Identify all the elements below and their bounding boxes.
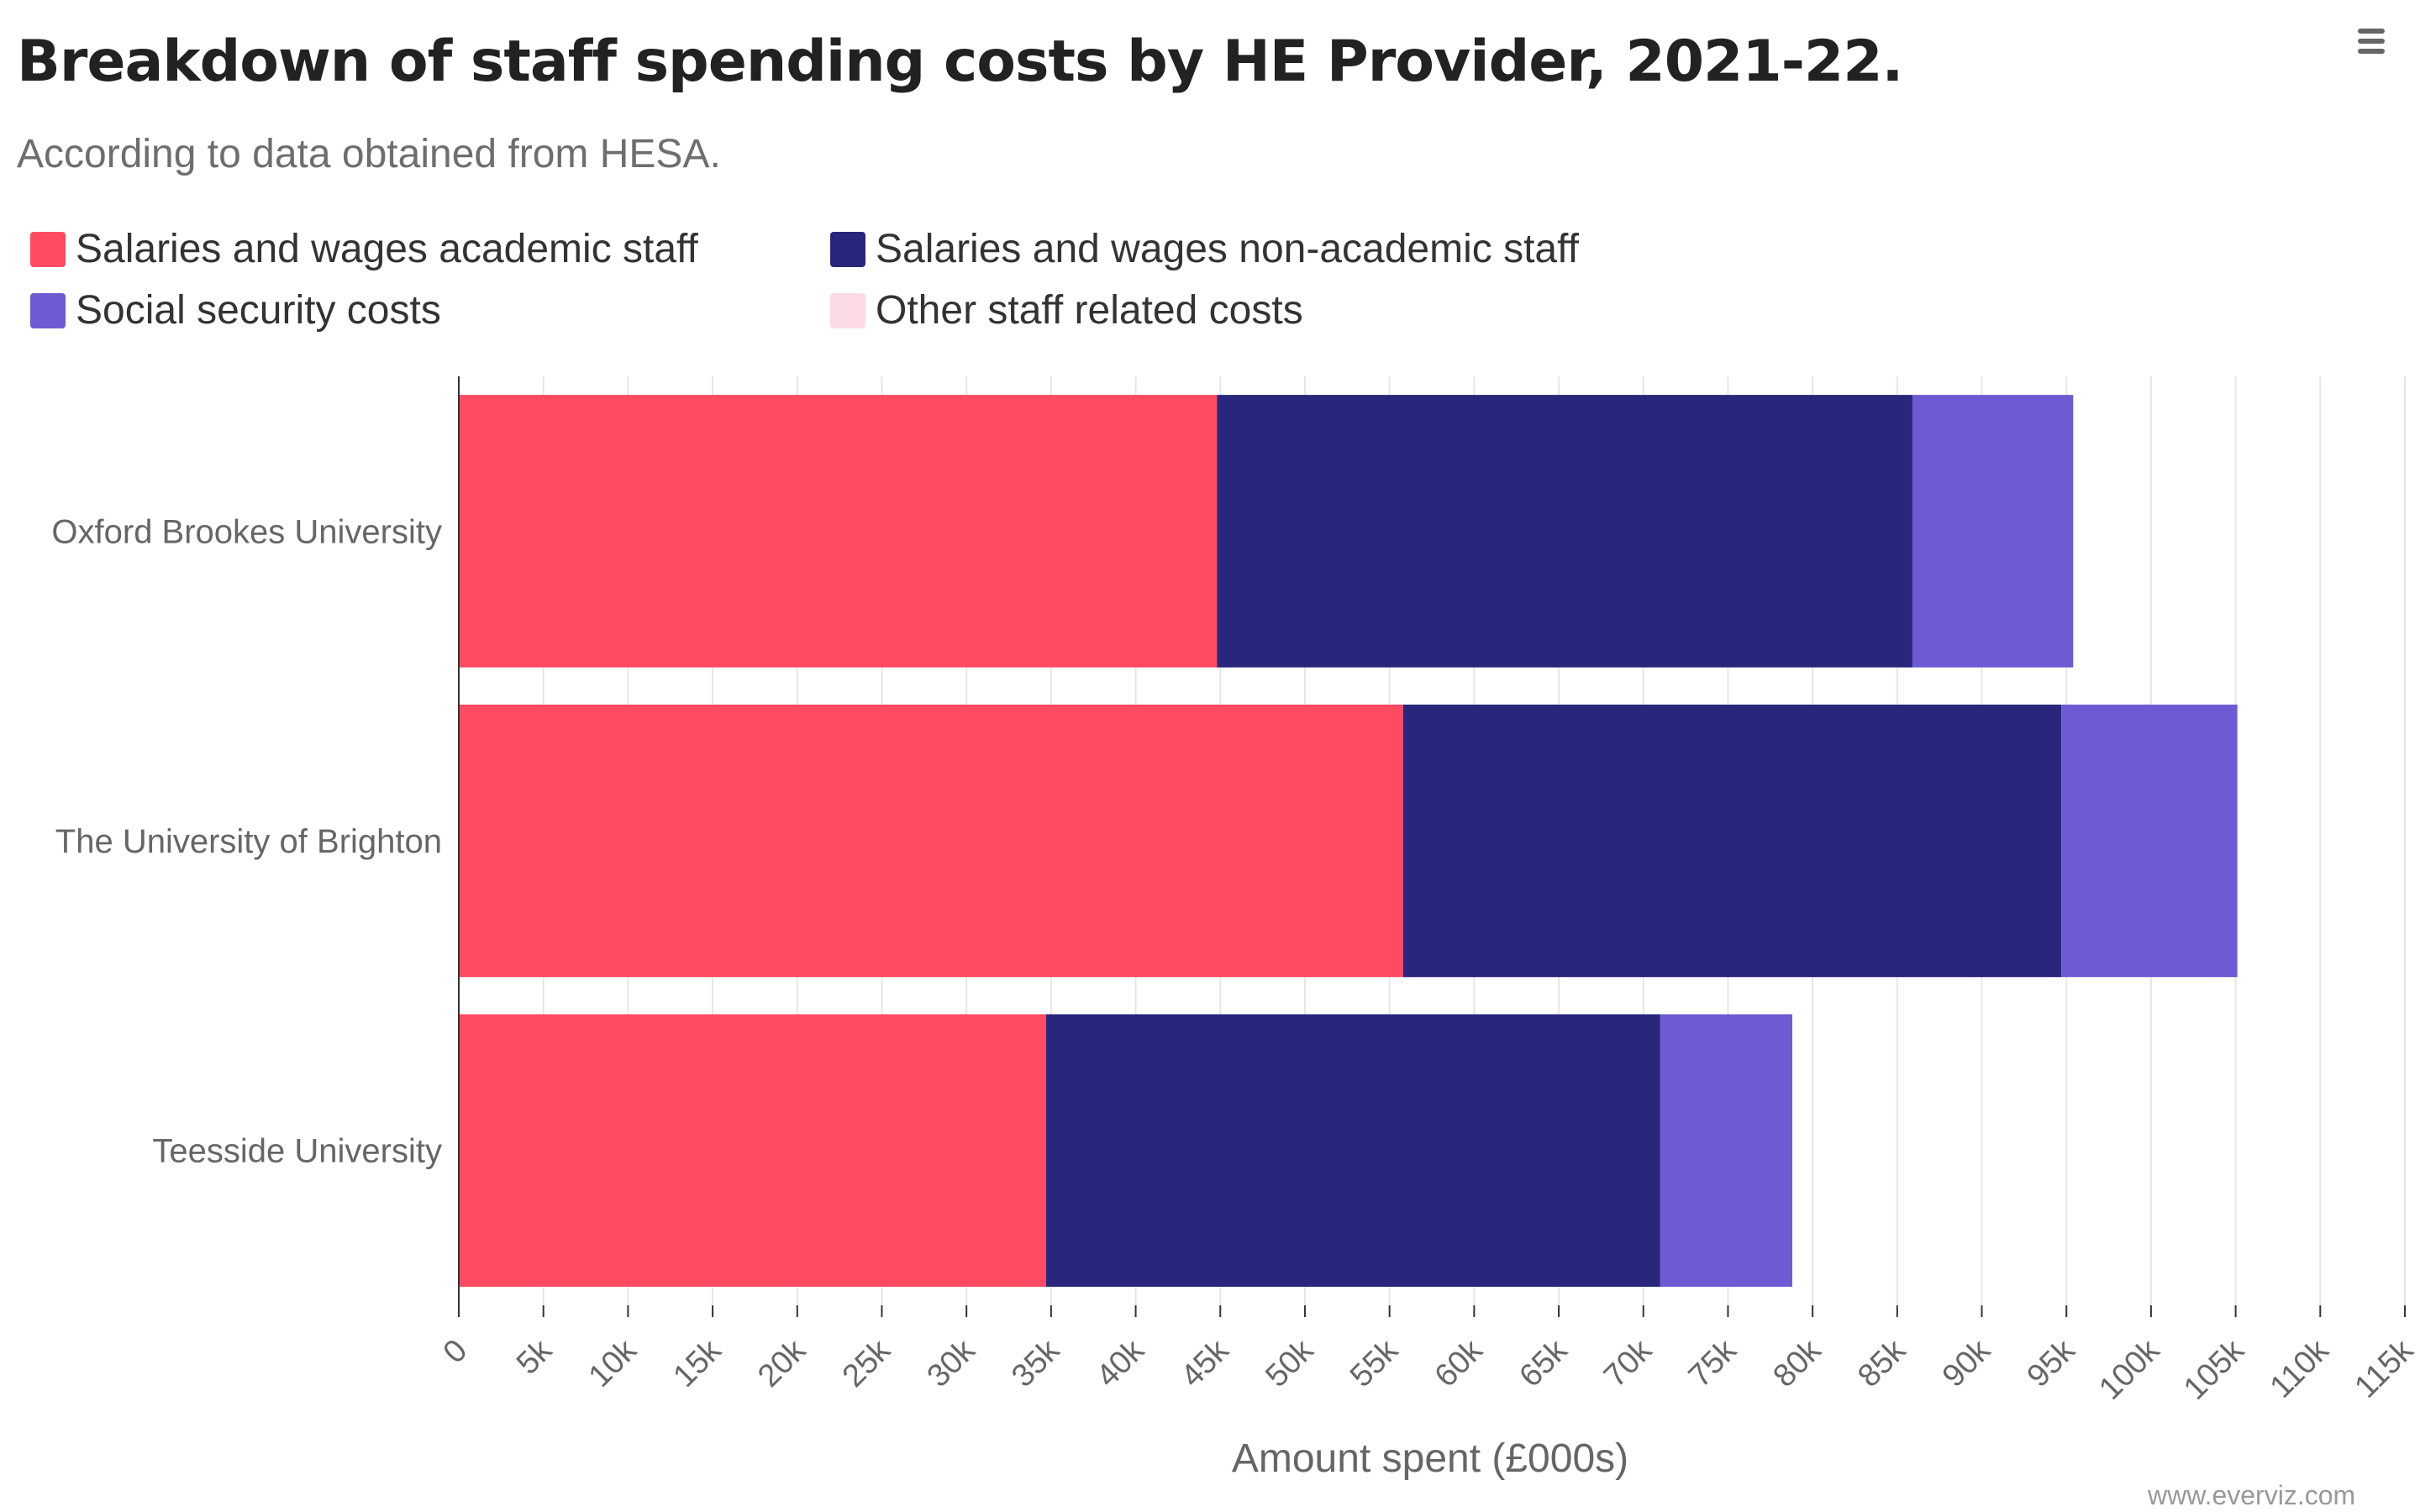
- legend-swatch: [830, 293, 865, 328]
- x-tick-label: 0: [437, 1333, 475, 1371]
- legend-label: Salaries and wages academic staff: [76, 227, 698, 271]
- legend-swatch: [830, 232, 865, 267]
- x-tick-label: 80k: [1766, 1332, 1828, 1394]
- bar-segment[interactable]: [459, 1014, 1046, 1287]
- legend-label: Social security costs: [76, 288, 441, 333]
- x-tick-label: 55k: [1344, 1332, 1406, 1394]
- x-tick-label: 50k: [1259, 1332, 1321, 1394]
- menu-line: [2358, 49, 2385, 54]
- legend-swatch: [30, 293, 66, 328]
- bar-segment[interactable]: [2061, 704, 2238, 978]
- x-tick-label: 5k: [510, 1332, 560, 1382]
- x-tick-label: 85k: [1851, 1332, 1913, 1394]
- x-tick-label: 70k: [1597, 1332, 1660, 1394]
- credit-link[interactable]: www.everviz.com: [2148, 1480, 2356, 1510]
- x-tick-label: 30k: [921, 1332, 983, 1394]
- menu-line: [2358, 29, 2385, 34]
- x-tick-label: 65k: [1512, 1332, 1575, 1394]
- y-category-label: Oxford Brookes University: [51, 513, 442, 550]
- x-axis-title: Amount spent (£000s): [1232, 1436, 1628, 1481]
- y-category-label: Teesside University: [152, 1133, 442, 1170]
- bar-segment[interactable]: [1217, 395, 1912, 668]
- x-tick-label: 10k: [582, 1332, 644, 1394]
- x-tick-label: 105k: [2177, 1332, 2252, 1407]
- x-tick-label: 15k: [666, 1332, 729, 1394]
- bar-segment[interactable]: [1045, 1014, 1660, 1287]
- x-tick-label: 25k: [836, 1332, 898, 1394]
- x-tick-label: 110k: [2264, 1332, 2337, 1405]
- bar-segment[interactable]: [459, 395, 1218, 668]
- bar-segment[interactable]: [1402, 704, 2062, 978]
- x-tick-label: 75k: [1682, 1332, 1744, 1394]
- x-tick-label: 100k: [2092, 1332, 2167, 1407]
- chart-subtitle: According to data obtained from HESA.: [17, 132, 721, 176]
- y-category-label: The University of Brighton: [55, 823, 442, 860]
- x-tick-label: 35k: [1005, 1332, 1067, 1394]
- x-tick-label: 95k: [2021, 1332, 2083, 1394]
- x-tick-label: 115k: [2348, 1332, 2420, 1405]
- x-tick-label: 45k: [1175, 1332, 1237, 1394]
- bars: [459, 395, 2238, 1287]
- legend-label: Salaries and wages non-academic staff: [876, 227, 1579, 271]
- bar-segment[interactable]: [1660, 1014, 1792, 1287]
- x-tick-label: 40k: [1090, 1332, 1152, 1394]
- menu-line: [2358, 39, 2385, 44]
- chart-title: Breakdown of staff spending costs by HE …: [17, 29, 1903, 95]
- x-tick-label: 60k: [1428, 1332, 1491, 1394]
- x-tick-label: 90k: [1936, 1332, 1998, 1394]
- legend-swatch: [30, 232, 66, 267]
- legend-label: Other staff related costs: [876, 288, 1303, 333]
- bar-segment[interactable]: [459, 704, 1403, 978]
- bar-segment[interactable]: [1912, 395, 2074, 668]
- x-tick-label: 20k: [751, 1332, 813, 1394]
- hamburger-menu-icon[interactable]: [2354, 27, 2388, 57]
